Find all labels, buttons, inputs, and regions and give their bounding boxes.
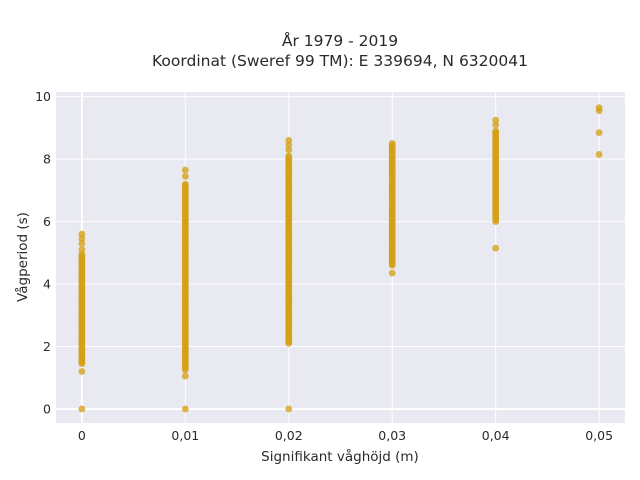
y-tick-label: 6 <box>43 214 51 229</box>
y-tick-labels: 0 2 4 6 8 10 <box>35 89 51 416</box>
x-tick-label: 0 <box>78 428 86 443</box>
chart-subtitle: Koordinat (Sweref 99 TM): E 339694, N 63… <box>152 52 528 70</box>
data-point <box>78 235 86 243</box>
plot-area <box>56 92 625 423</box>
data-point <box>285 152 293 160</box>
data-point <box>285 146 293 154</box>
data-point <box>181 166 189 174</box>
data-point <box>285 405 293 413</box>
x-tick-label: 0,03 <box>378 428 406 443</box>
data-point <box>285 141 293 149</box>
data-point <box>388 269 396 277</box>
y-tick-label: 4 <box>43 277 51 292</box>
data-point <box>181 405 189 413</box>
data-points <box>78 104 603 413</box>
data-point <box>78 240 86 247</box>
data-point <box>492 127 500 135</box>
data-point <box>78 368 86 375</box>
data-point <box>78 405 86 413</box>
y-axis-label: Vågperiod (s) <box>14 212 31 302</box>
x-axis-label: Signifikant våghöjd (m) <box>261 448 419 465</box>
data-point <box>181 180 189 188</box>
data-point <box>78 246 86 254</box>
y-tick-label: 0 <box>43 401 51 416</box>
chart-title: År 1979 - 2019 <box>282 31 398 50</box>
data-point <box>388 140 396 147</box>
data-point <box>492 244 500 252</box>
y-tick-label: 10 <box>35 89 51 104</box>
x-tick-label: 0,05 <box>585 428 613 443</box>
x-tick-labels: 0 0,01 0,02 0,03 0,04 0,05 <box>78 428 613 443</box>
data-point <box>181 372 189 380</box>
data-point <box>285 137 293 144</box>
x-tick-label: 0,04 <box>482 428 510 443</box>
data-point <box>492 121 500 129</box>
data-point <box>595 104 603 112</box>
y-tick-label: 2 <box>43 339 51 354</box>
x-tick-label: 0,02 <box>275 428 303 443</box>
data-point <box>492 116 500 124</box>
x-tick-label: 0,01 <box>171 428 199 443</box>
data-point <box>78 230 86 238</box>
data-point <box>595 129 603 136</box>
data-point <box>78 250 86 258</box>
y-tick-label: 8 <box>43 152 51 167</box>
data-point <box>595 151 603 158</box>
grid-lines <box>56 92 625 423</box>
data-point <box>181 172 189 180</box>
